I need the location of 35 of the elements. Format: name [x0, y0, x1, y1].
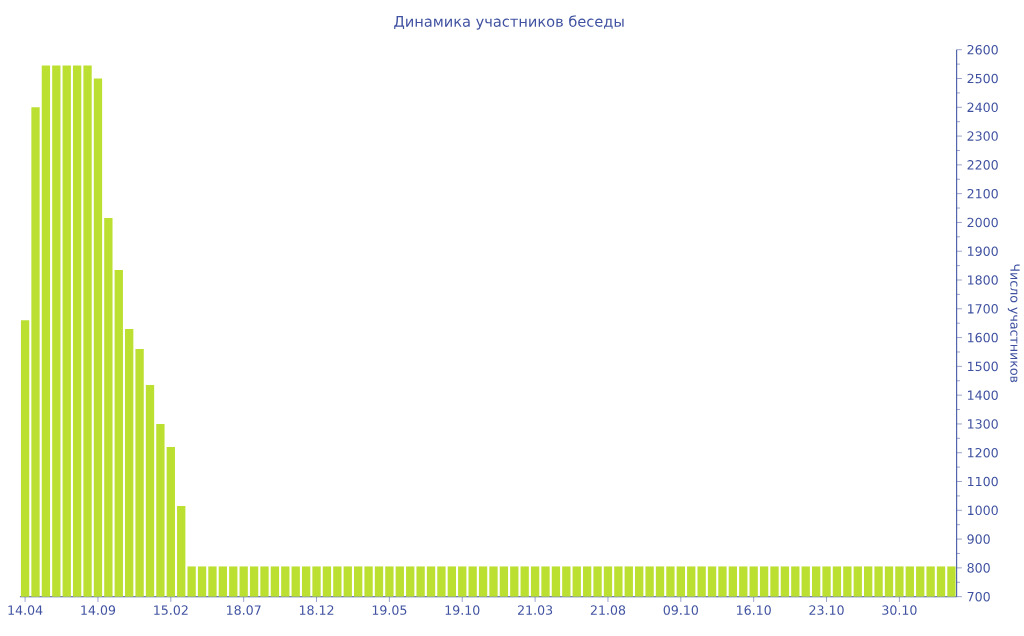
x-tick-label: 14.09 — [81, 605, 116, 615]
x-tick-label: 16.10 — [737, 605, 771, 615]
y-tick-label: 800 — [967, 562, 990, 573]
y-tick-label: 1600 — [968, 332, 998, 343]
chart-title: Динамика участников беседы — [394, 15, 624, 30]
y-tick-label: 2300 — [967, 131, 998, 141]
y-tick-label: 2500 — [967, 73, 998, 84]
y-tick-label: 1200 — [968, 447, 998, 458]
x-tick-label: 15.02 — [154, 605, 188, 615]
y-tick-label: 2200 — [967, 159, 998, 170]
x-tick-label: 19.10 — [445, 605, 480, 615]
y-tick-label: 1900 — [968, 246, 998, 256]
y-tick-label: 1400 — [968, 390, 998, 400]
y-tick-label: 2600 — [967, 44, 998, 55]
y-tick-label: 2100 — [967, 188, 998, 199]
y-tick-label: 1700 — [968, 303, 998, 314]
x-tick-label: 18.07 — [227, 605, 261, 615]
x-tick-label: 23.10 — [809, 605, 844, 615]
y-tick-label: 2400 — [967, 102, 998, 112]
y-tick-label: 700 — [967, 591, 990, 602]
y-tick-label: 1800 — [968, 275, 998, 285]
y-tick-label: 1000 — [968, 505, 998, 515]
y-axis-title: Число участников — [1007, 264, 1020, 383]
x-tick-label: 09.10 — [663, 605, 699, 615]
x-tick-label: 21.08 — [590, 605, 626, 615]
x-tick-label: 18.12 — [299, 605, 334, 615]
y-tick-label: 2000 — [967, 217, 998, 227]
x-tick-label: 21.03 — [517, 605, 553, 615]
x-tick-label: 30.10 — [882, 605, 917, 615]
y-tick-label: 900 — [967, 534, 990, 544]
x-tick-label: 19.05 — [372, 605, 407, 615]
y-tick-label: 1500 — [968, 361, 998, 371]
x-tick-label: 14.04 — [8, 605, 43, 615]
y-tick-label: 1100 — [968, 476, 998, 487]
y-tick-label: 1300 — [968, 418, 998, 429]
